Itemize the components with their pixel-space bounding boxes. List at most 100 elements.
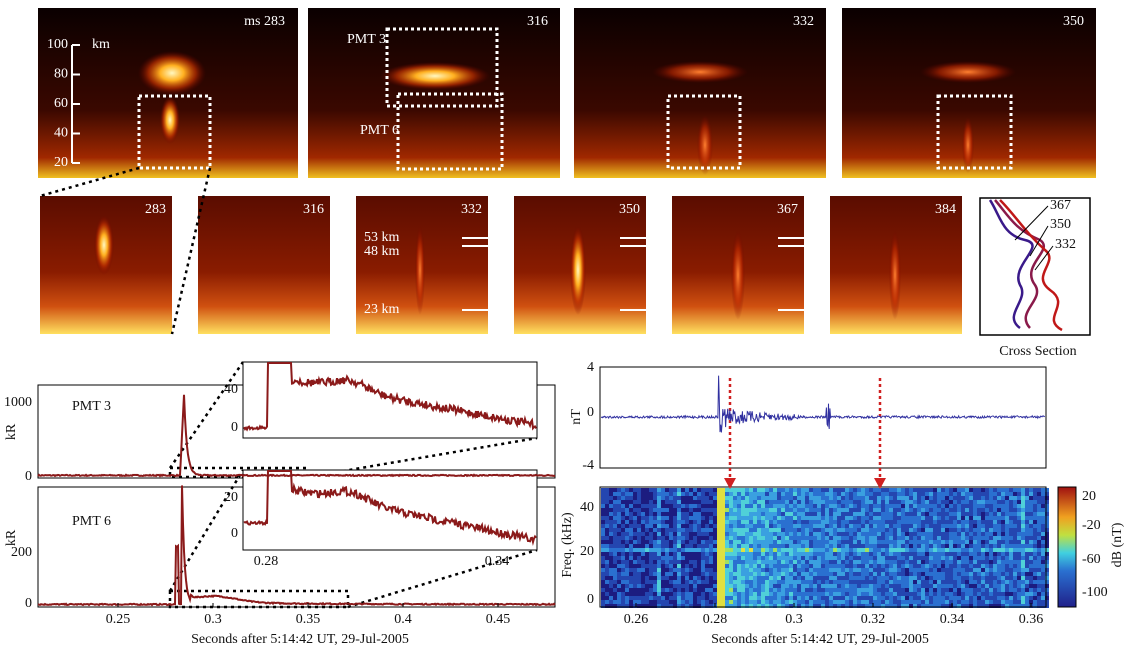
spectrogram-cell bbox=[1025, 568, 1029, 572]
spectrogram-cell bbox=[793, 528, 797, 532]
spectrogram-cell bbox=[613, 500, 617, 504]
spectrogram-cell bbox=[981, 524, 985, 528]
spectrogram-cell bbox=[849, 508, 853, 512]
spectrogram-cell bbox=[1017, 520, 1021, 524]
spectrogram-cell bbox=[701, 564, 705, 568]
spectrogram-cell bbox=[729, 516, 733, 520]
spectrogram-cell bbox=[793, 548, 797, 552]
spectrogram-cell bbox=[845, 516, 849, 520]
spectrogram-cell bbox=[913, 556, 917, 560]
spectrogram-cell bbox=[877, 552, 881, 556]
spectrogram-cell bbox=[797, 576, 801, 580]
spectrogram-cell bbox=[989, 516, 993, 520]
spectrogram-cell bbox=[861, 552, 865, 556]
spectrogram-cell bbox=[989, 540, 993, 544]
spectrogram-cell bbox=[969, 488, 973, 492]
spectrogram-cell bbox=[773, 596, 777, 600]
spectrogram-cell bbox=[617, 588, 621, 592]
spectrogram-cell bbox=[689, 536, 693, 540]
spectrogram-cell bbox=[993, 524, 997, 528]
spectrogram-cell bbox=[713, 496, 717, 500]
spectrogram-cell bbox=[829, 512, 833, 516]
spectrogram-cell bbox=[921, 544, 925, 548]
spectrogram-cell bbox=[969, 504, 973, 508]
spectrogram-cell bbox=[945, 520, 949, 524]
spectrogram-cell bbox=[637, 520, 641, 524]
spectrogram-cell bbox=[777, 596, 781, 600]
spectrogram-cell bbox=[1033, 584, 1037, 588]
spectrogram-cell bbox=[605, 532, 609, 536]
spectrogram-cell bbox=[905, 552, 909, 556]
spectrogram-cell bbox=[677, 552, 681, 556]
spectrogram-cell bbox=[1025, 532, 1029, 536]
spectrogram-cell bbox=[941, 532, 945, 536]
spectrogram-cell bbox=[965, 520, 969, 524]
spectrogram-cell bbox=[841, 504, 845, 508]
spectrogram-cell bbox=[909, 532, 913, 536]
spectrogram-cell bbox=[617, 548, 621, 552]
spectrogram-cell bbox=[933, 500, 937, 504]
spectrogram-cell bbox=[1005, 556, 1009, 560]
spectrogram-cell bbox=[765, 512, 769, 516]
spectrogram-cell bbox=[861, 568, 865, 572]
spectrogram-cell bbox=[705, 584, 709, 588]
spectrogram-cell bbox=[809, 580, 813, 584]
spectrogram-cell bbox=[705, 500, 709, 504]
spectrogram-cell bbox=[761, 592, 765, 596]
spectrogram-cell bbox=[1041, 540, 1045, 544]
spectrogram-cell bbox=[829, 528, 833, 532]
spectrogram-cell bbox=[937, 520, 941, 524]
spectrogram-cell bbox=[701, 524, 705, 528]
spectrogram-cell bbox=[709, 592, 713, 596]
spectrogram-cell bbox=[873, 600, 877, 604]
spectrogram-cell bbox=[945, 596, 949, 600]
spectrogram-cell bbox=[885, 532, 889, 536]
spectrogram-cell bbox=[925, 548, 929, 552]
spectrogram-cell bbox=[609, 508, 613, 512]
spectrogram-cell bbox=[957, 492, 961, 496]
spectrogram-cell bbox=[913, 492, 917, 496]
spectrogram-cell bbox=[749, 496, 753, 500]
spectrogram-cell bbox=[777, 488, 781, 492]
spectrogram-cell bbox=[1029, 488, 1033, 492]
spectrogram-cell bbox=[613, 584, 617, 588]
spectrogram-cell bbox=[957, 600, 961, 604]
spectrogram-cell bbox=[833, 544, 837, 548]
spectrogram-cell bbox=[801, 592, 805, 596]
spectrogram-cell bbox=[945, 492, 949, 496]
spectrogram-cell bbox=[929, 600, 933, 604]
spectrogram-cell bbox=[669, 488, 673, 492]
spectrogram-cell bbox=[645, 568, 649, 572]
spectrogram-cell bbox=[937, 524, 941, 528]
spectrogram-cell bbox=[1029, 548, 1033, 552]
spectrogram-cell bbox=[885, 572, 889, 576]
spectrogram-cell bbox=[865, 500, 869, 504]
spectrogram-cell bbox=[977, 580, 981, 584]
spectrogram-cell bbox=[733, 520, 737, 524]
spectrogram-cell bbox=[725, 532, 729, 536]
spectrogram-cell bbox=[665, 544, 669, 548]
spectrogram-cell bbox=[809, 536, 813, 540]
spectrogram-cell bbox=[881, 552, 885, 556]
spectrogram-cell bbox=[609, 512, 613, 516]
spectrogram-cell bbox=[809, 556, 813, 560]
spectrogram-cell bbox=[1037, 556, 1041, 560]
spectrogram-cell bbox=[629, 572, 633, 576]
spectrogram-cell bbox=[729, 548, 733, 552]
spectrogram-cell bbox=[685, 532, 689, 536]
spectrogram-cell bbox=[769, 520, 773, 524]
spectrogram-cell bbox=[881, 500, 885, 504]
spectrogram-cell bbox=[873, 560, 877, 564]
spectrogram-cell bbox=[657, 584, 661, 588]
spectrogram-cell bbox=[1009, 544, 1013, 548]
spectrogram-cell bbox=[1029, 544, 1033, 548]
x-tick-label: 0.3 bbox=[204, 612, 222, 627]
spectrogram-cell bbox=[673, 572, 677, 576]
spectrogram-cell bbox=[865, 556, 869, 560]
spectrogram-cell bbox=[825, 556, 829, 560]
spectrogram-cell bbox=[981, 588, 985, 592]
spectrogram-cell bbox=[921, 528, 925, 532]
spectrogram-cell bbox=[905, 516, 909, 520]
spectrogram-cell bbox=[869, 580, 873, 584]
spectrogram-cell bbox=[949, 576, 953, 580]
